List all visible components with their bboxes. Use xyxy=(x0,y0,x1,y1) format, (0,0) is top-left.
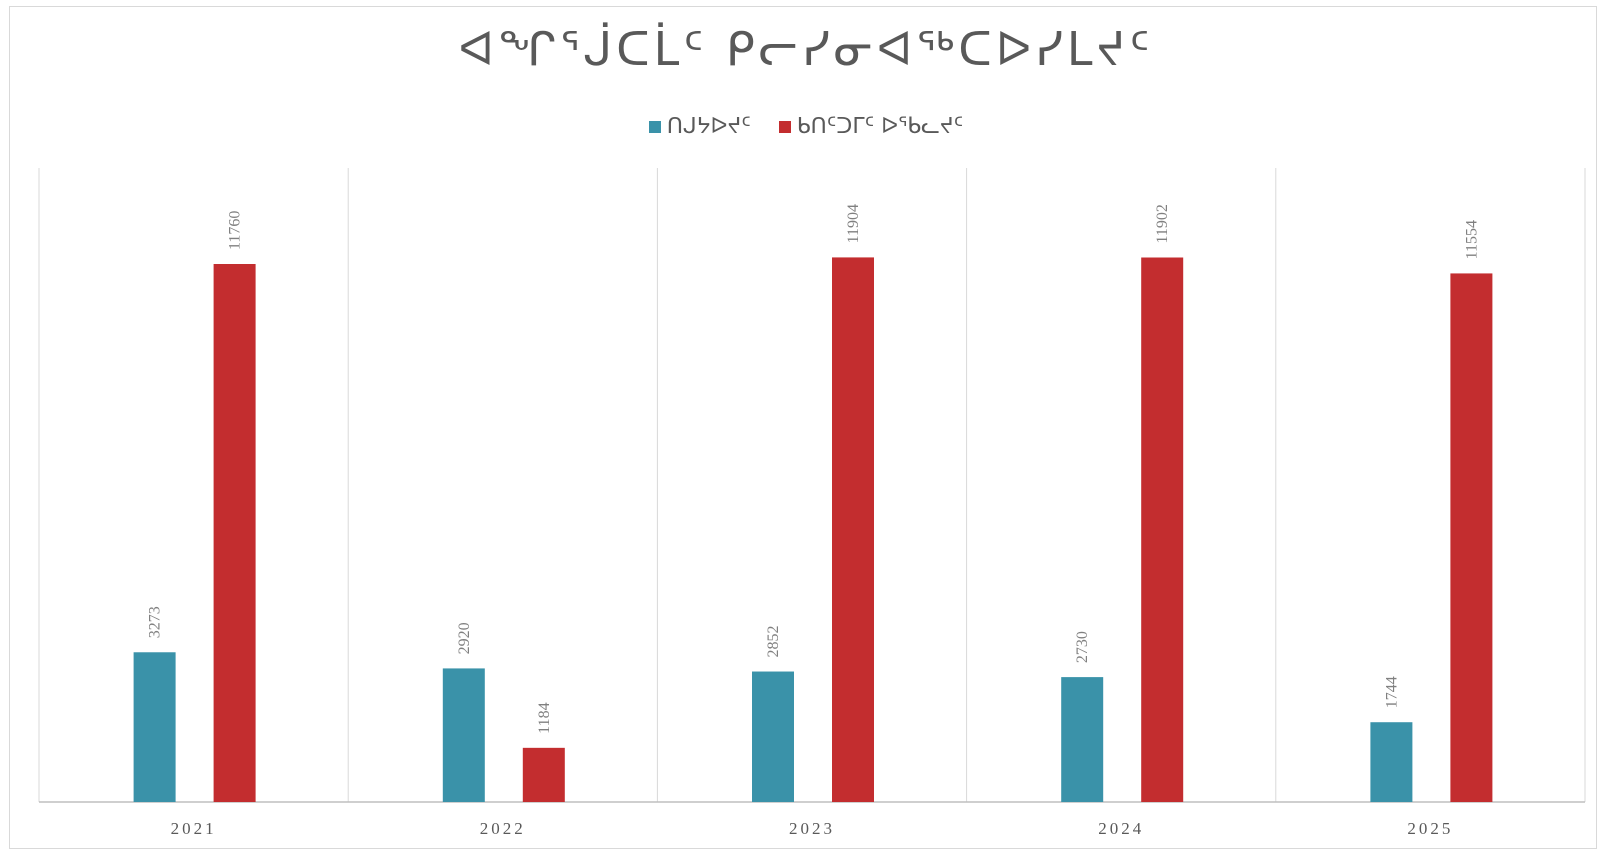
x-tick-label: 2023 xyxy=(789,819,835,838)
bar-series-2-2025 xyxy=(1450,273,1493,802)
data-label: 11904 xyxy=(845,204,862,243)
x-tick-label: 2021 xyxy=(171,819,217,838)
data-label: 1744 xyxy=(1383,676,1400,708)
bar-series-1-2025 xyxy=(1370,722,1413,802)
data-label: 2852 xyxy=(765,626,782,658)
legend-swatch-series-2 xyxy=(778,120,791,133)
data-label: 1184 xyxy=(536,702,553,733)
bar-series-1-2022 xyxy=(442,668,485,802)
data-label: 11902 xyxy=(1154,204,1171,243)
x-tick-label: 2025 xyxy=(1407,819,1453,838)
bar-series-1-2021 xyxy=(133,652,176,802)
data-label: 2730 xyxy=(1074,631,1091,663)
legend-label-series-2: ᑲᑎᑦᑐᒥᑦ ᐅᖃᓚᔪᑦ xyxy=(796,114,964,139)
data-label: 2920 xyxy=(456,622,473,654)
bar-series-2-2022 xyxy=(522,747,565,802)
legend-item-series-2: ᑲᑎᑦᑐᒥᑦ ᐅᖃᓚᔪᑦ xyxy=(778,114,964,139)
bar-series-2-2021 xyxy=(213,264,256,802)
chart-title: ᐊᖏᕐᒎᑕᒫᑦ ᑭᓕᓯᓂᐊᖅᑕᐅᓯᒪᔪᑦ xyxy=(458,22,1154,76)
bar-series-1-2024 xyxy=(1061,677,1104,802)
x-tick-label: 2022 xyxy=(480,819,526,838)
data-label: 11760 xyxy=(227,211,244,250)
legend-item-series-1: ᑎᒍᔭᐅᔪᑦ xyxy=(648,114,751,139)
bar-series-2-2024 xyxy=(1141,257,1184,802)
legend-swatch-series-1 xyxy=(648,120,661,133)
chart-frame xyxy=(9,6,1597,849)
data-label: 11554 xyxy=(1463,220,1480,259)
bar-series-1-2023 xyxy=(752,671,794,802)
x-tick-label: 2024 xyxy=(1098,819,1144,838)
legend: ᑎᒍᔭᐅᔪᑦ ᑲᑎᑦᑐᒥᑦ ᐅᖃᓚᔪᑦ xyxy=(0,114,1612,139)
data-label: 3273 xyxy=(147,606,164,638)
legend-label-series-1: ᑎᒍᔭᐅᔪᑦ xyxy=(666,114,751,139)
bar-series-2-2023 xyxy=(832,257,874,802)
